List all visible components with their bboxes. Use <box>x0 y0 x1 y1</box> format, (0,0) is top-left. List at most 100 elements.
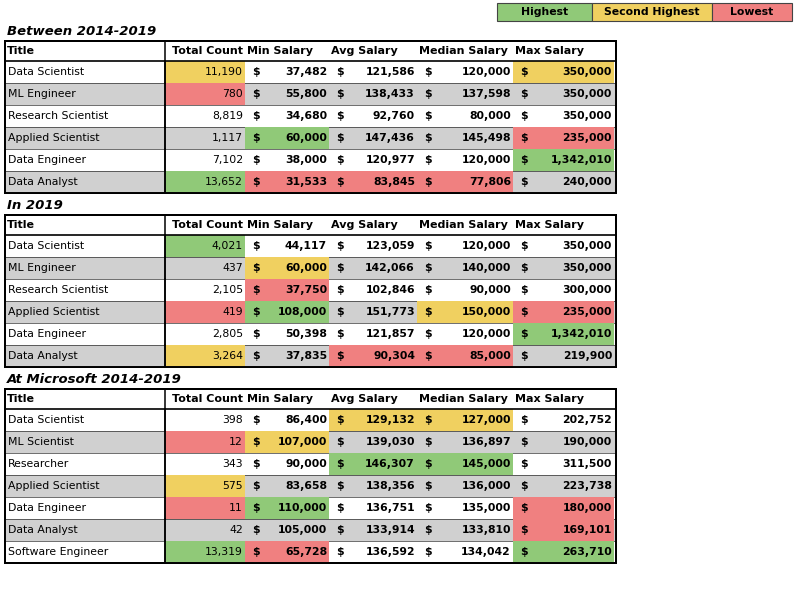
Text: Applied Scientist: Applied Scientist <box>8 133 99 143</box>
Bar <box>329 409 513 431</box>
Text: 343: 343 <box>222 459 243 469</box>
Text: Data Scientist: Data Scientist <box>8 415 84 425</box>
Text: 350,000: 350,000 <box>562 111 612 121</box>
Text: $: $ <box>252 351 260 361</box>
Text: Lowest: Lowest <box>730 7 774 17</box>
Text: $: $ <box>520 503 528 513</box>
Text: 300,000: 300,000 <box>562 285 612 295</box>
Text: 180,000: 180,000 <box>562 503 612 513</box>
Text: At Microsoft 2014-2019: At Microsoft 2014-2019 <box>7 373 182 386</box>
Text: 42: 42 <box>230 525 243 535</box>
Bar <box>245 301 329 323</box>
Text: Median Salary: Median Salary <box>419 394 508 404</box>
Text: 135,000: 135,000 <box>462 503 511 513</box>
Text: Data Engineer: Data Engineer <box>8 503 86 513</box>
Text: 2,805: 2,805 <box>212 329 243 339</box>
Text: 90,000: 90,000 <box>286 459 327 469</box>
Text: $: $ <box>424 351 432 361</box>
Text: 138,356: 138,356 <box>366 481 415 491</box>
Text: 235,000: 235,000 <box>562 307 612 317</box>
Text: $: $ <box>252 437 260 447</box>
Text: $: $ <box>252 503 260 513</box>
Text: Data Engineer: Data Engineer <box>8 329 86 339</box>
Bar <box>165 541 245 563</box>
Bar <box>329 453 513 475</box>
Text: 138,433: 138,433 <box>366 89 415 99</box>
Text: $: $ <box>252 547 260 557</box>
Text: $: $ <box>252 307 260 317</box>
Text: $: $ <box>520 459 528 469</box>
Text: 83,845: 83,845 <box>373 177 415 187</box>
Text: $: $ <box>520 415 528 425</box>
Text: 50,398: 50,398 <box>285 329 327 339</box>
Text: $: $ <box>336 263 344 273</box>
Bar <box>245 431 329 453</box>
Text: $: $ <box>520 285 528 295</box>
Text: $: $ <box>520 111 528 121</box>
Text: Data Analyst: Data Analyst <box>8 351 78 361</box>
Text: 350,000: 350,000 <box>562 263 612 273</box>
Text: Title: Title <box>7 220 35 230</box>
Text: Data Analyst: Data Analyst <box>8 525 78 535</box>
Text: 129,132: 129,132 <box>366 415 415 425</box>
Text: Title: Title <box>7 394 35 404</box>
Text: $: $ <box>252 177 260 187</box>
Text: 120,000: 120,000 <box>462 329 511 339</box>
Text: 11: 11 <box>230 503 243 513</box>
Text: $: $ <box>424 525 432 535</box>
Bar <box>513 519 614 541</box>
Text: $: $ <box>424 89 432 99</box>
Bar <box>513 61 614 83</box>
Text: $: $ <box>252 525 260 535</box>
Text: 1,342,010: 1,342,010 <box>550 155 612 165</box>
Text: $: $ <box>424 111 432 121</box>
Text: Highest: Highest <box>521 7 568 17</box>
Text: 219,900: 219,900 <box>562 351 612 361</box>
Text: 121,857: 121,857 <box>366 329 415 339</box>
Text: $: $ <box>424 177 432 187</box>
Bar <box>329 345 513 367</box>
Text: $: $ <box>424 285 432 295</box>
Text: 147,436: 147,436 <box>365 133 415 143</box>
Text: 223,738: 223,738 <box>562 481 612 491</box>
Text: Total Count: Total Count <box>172 220 243 230</box>
Text: Research Scientist: Research Scientist <box>8 285 108 295</box>
Text: $: $ <box>336 459 344 469</box>
Bar <box>245 541 329 563</box>
Text: ML Scientist: ML Scientist <box>8 437 74 447</box>
Text: $: $ <box>252 111 260 121</box>
Text: 350,000: 350,000 <box>562 89 612 99</box>
Text: Min Salary: Min Salary <box>247 220 313 230</box>
Bar <box>245 497 329 519</box>
Text: $: $ <box>252 263 260 273</box>
Bar <box>245 257 329 279</box>
Text: 31,533: 31,533 <box>285 177 327 187</box>
Text: $: $ <box>336 547 344 557</box>
Text: 780: 780 <box>222 89 243 99</box>
Text: 134,042: 134,042 <box>462 547 511 557</box>
Text: $: $ <box>424 155 432 165</box>
Text: 120,977: 120,977 <box>366 155 415 165</box>
Bar <box>513 127 614 149</box>
Bar <box>5 431 616 453</box>
Text: $: $ <box>252 89 260 99</box>
Text: 65,728: 65,728 <box>285 547 327 557</box>
Text: Avg Salary: Avg Salary <box>331 394 398 404</box>
Bar <box>245 127 329 149</box>
Text: 34,680: 34,680 <box>285 111 327 121</box>
Bar <box>513 323 614 345</box>
Text: 142,066: 142,066 <box>366 263 415 273</box>
Text: Title: Title <box>7 46 35 56</box>
Text: 137,598: 137,598 <box>462 89 511 99</box>
Bar <box>245 171 513 193</box>
Text: 60,000: 60,000 <box>285 263 327 273</box>
Bar <box>165 61 245 83</box>
Text: $: $ <box>252 241 260 251</box>
Text: 437: 437 <box>222 263 243 273</box>
Text: 37,835: 37,835 <box>285 351 327 361</box>
Text: 350,000: 350,000 <box>562 67 612 77</box>
Bar <box>165 235 245 257</box>
Text: 240,000: 240,000 <box>562 177 612 187</box>
Text: 146,307: 146,307 <box>366 459 415 469</box>
Text: 86,400: 86,400 <box>285 415 327 425</box>
